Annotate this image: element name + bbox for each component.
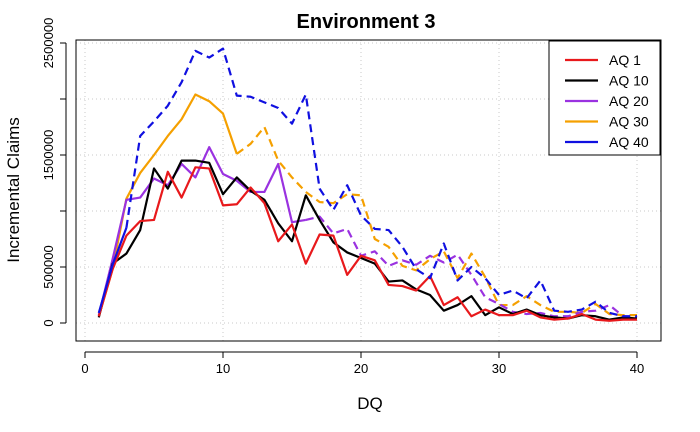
y-axis-title: Incremental Claims	[4, 117, 23, 263]
legend-label: AQ 30	[609, 114, 649, 130]
x-axis-title: DQ	[357, 394, 383, 413]
y-tick-label: 500000	[41, 245, 56, 288]
x-axis: 0 10 20 30 40	[81, 351, 644, 376]
legend-label: AQ 10	[609, 73, 649, 89]
series-aq-20	[97, 146, 638, 319]
plot-border	[75, 39, 662, 342]
series-aq-10	[97, 159, 638, 321]
y-tick-label: 0	[41, 319, 56, 326]
legend: AQ 1 AQ 10 AQ 20 AQ 30 AQ 40	[548, 40, 661, 156]
y-tick-label: 1500000	[41, 130, 56, 181]
series-line-observed	[97, 93, 238, 317]
x-tick-label: 0	[81, 361, 88, 376]
chart-title: Environment 3	[297, 11, 436, 33]
x-tick-label: 10	[216, 361, 230, 376]
series-line-predicted	[236, 125, 637, 317]
series-line-observed	[97, 227, 128, 314]
series-line-observed	[97, 166, 637, 322]
y-tick-label: 2500000	[41, 18, 56, 69]
series-aq-1	[97, 166, 637, 322]
legend-label: AQ 40	[609, 134, 649, 150]
grid	[76, 40, 661, 341]
series-aq-40	[97, 47, 637, 318]
x-tick-label: 30	[492, 361, 506, 376]
x-tick-label: 20	[354, 361, 368, 376]
x-tick-label: 40	[630, 361, 644, 376]
series-line-observed	[97, 159, 638, 321]
legend-label: AQ 20	[609, 93, 649, 109]
y-axis: 0 500000 1500000 2500000	[41, 18, 67, 327]
legend-label: AQ 1	[609, 52, 641, 68]
series-line-predicted	[125, 47, 637, 318]
series-layer	[97, 47, 638, 322]
